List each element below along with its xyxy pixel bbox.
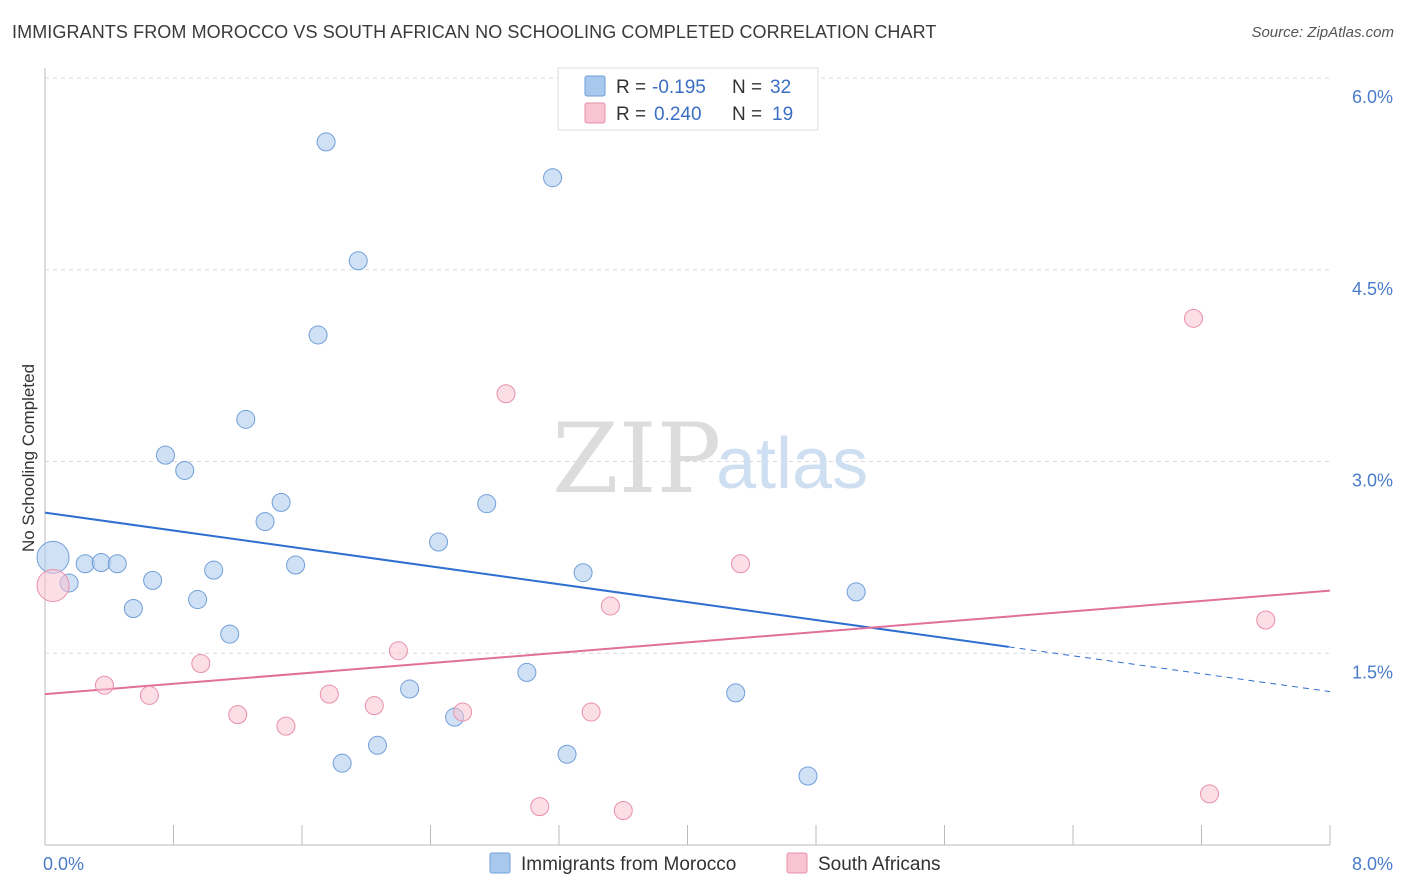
point-morocco: [348, 251, 368, 271]
legend-swatch-morocco: [584, 75, 606, 97]
point-morocco: [220, 624, 240, 644]
point-morocco: [517, 662, 537, 682]
legend-n-value-morocco: 32: [770, 77, 791, 98]
legend-swatch-south-africans: [584, 102, 606, 124]
point-south-africans: [94, 675, 114, 695]
point-morocco: [573, 563, 593, 583]
series-legend-swatch-south-africans: [786, 852, 808, 874]
point-morocco: [91, 552, 111, 572]
point-south-africans: [364, 696, 384, 716]
point-south-africans: [388, 641, 408, 661]
point-south-africans: [139, 685, 159, 705]
point-morocco: [400, 679, 420, 699]
y-tick-label: 6.0%: [1352, 87, 1393, 107]
legend-n-label-morocco: N =: [732, 77, 762, 98]
point-morocco: [175, 460, 195, 480]
point-morocco: [308, 325, 328, 345]
y-tick-label: 1.5%: [1352, 662, 1393, 682]
legend-r-value-south-africans: 0.240: [654, 104, 702, 125]
series-legend-label-south-africans: South Africans: [818, 854, 941, 875]
series-legend-label-morocco: Immigrants from Morocco: [521, 854, 736, 875]
legend-n-value-south-africans: 19: [772, 104, 793, 125]
point-morocco: [543, 168, 563, 188]
series-legend-swatch-morocco: [489, 852, 511, 874]
trend-line-south-africans: [44, 589, 1331, 696]
point-south-africans: [453, 702, 473, 722]
source-credit: Source: ZipAtlas.com: [1251, 24, 1394, 41]
point-morocco: [36, 540, 70, 574]
point-morocco: [726, 683, 746, 703]
point-morocco: [236, 409, 256, 429]
legend-r-value-morocco: -0.195: [652, 77, 706, 98]
point-morocco: [204, 560, 224, 580]
trend-line-morocco: [44, 511, 1009, 648]
point-morocco: [367, 735, 387, 755]
point-south-africans: [319, 684, 339, 704]
point-morocco: [255, 512, 275, 532]
point-south-africans: [191, 653, 211, 673]
point-morocco: [477, 494, 497, 514]
point-morocco: [123, 599, 143, 619]
watermark-atlas: atlas: [716, 424, 868, 504]
legend-r-label-south-africans: R =: [616, 104, 646, 125]
point-morocco: [286, 555, 306, 575]
point-south-africans: [36, 568, 70, 602]
point-morocco: [143, 570, 163, 590]
point-south-africans: [228, 705, 248, 725]
grid-lines: [45, 77, 1330, 654]
tick-labels: 1.5% 3.0% 4.5% 6.0% 0.0% 8.0%: [43, 87, 1393, 874]
point-south-africans: [581, 702, 601, 722]
point-morocco: [846, 582, 866, 602]
legend-n-label-south-africans: N =: [732, 104, 762, 125]
point-south-africans: [1200, 784, 1220, 804]
point-morocco: [107, 554, 127, 574]
y-tick-label: 4.5%: [1352, 279, 1393, 299]
legend-r-label-morocco: R =: [616, 77, 646, 98]
axes: [44, 68, 1331, 846]
point-morocco: [75, 554, 95, 574]
x-tick-label: 8.0%: [1352, 854, 1393, 874]
y-tick-label: 3.0%: [1352, 471, 1393, 491]
y-axis-title: No Schooling Completed: [19, 364, 38, 552]
point-south-africans: [530, 797, 550, 817]
chart-title: IMMIGRANTS FROM MOROCCO VS SOUTH AFRICAN…: [12, 22, 937, 42]
point-morocco: [188, 590, 208, 610]
trend-lines: [44, 511, 1331, 696]
point-morocco: [429, 532, 449, 552]
point-morocco: [316, 132, 336, 152]
point-south-africans: [731, 554, 751, 574]
watermark: ZIP atlas: [552, 403, 868, 515]
point-south-africans: [600, 596, 620, 616]
point-south-africans: [496, 384, 516, 404]
point-south-africans: [276, 716, 296, 736]
point-south-africans: [613, 800, 633, 820]
x-tick-label: 0.0%: [43, 854, 84, 874]
point-south-africans: [1183, 308, 1203, 328]
point-south-africans: [1256, 610, 1276, 630]
watermark-zip: ZIP: [552, 403, 721, 515]
point-morocco: [271, 492, 291, 512]
data-points: [36, 132, 1276, 820]
trend-line-morocco-extension: [1008, 646, 1331, 693]
point-morocco: [332, 753, 352, 773]
point-morocco: [798, 766, 818, 786]
point-morocco: [155, 445, 175, 465]
stats-legend: R = -0.195 N = 32 R = 0.240 N = 19: [557, 67, 819, 131]
series-legend: Immigrants from Morocco South Africans: [489, 852, 941, 875]
point-morocco: [557, 744, 577, 764]
